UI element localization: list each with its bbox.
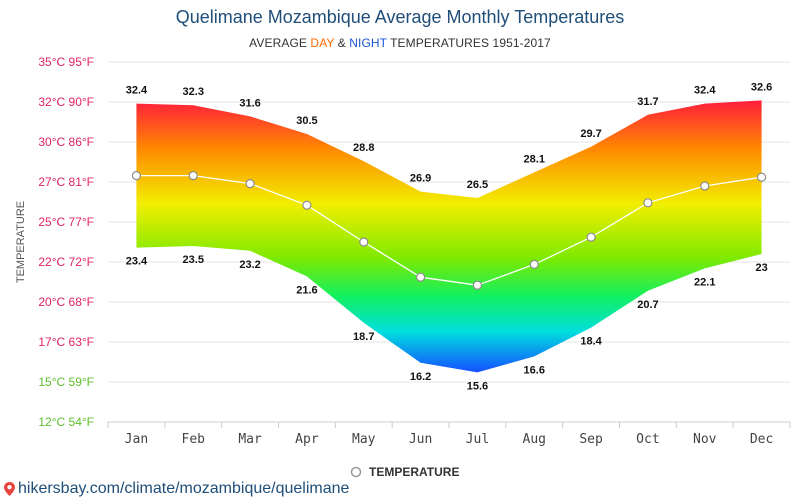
x-tick-label: Sep xyxy=(579,432,603,447)
night-value-label: 16.6 xyxy=(524,364,545,376)
average-temperature-point xyxy=(643,198,653,208)
legend-label: TEMPERATURE xyxy=(369,465,459,479)
day-value-label: 31.7 xyxy=(637,96,658,108)
day-value-label: 26.9 xyxy=(410,173,431,185)
average-temperature-point xyxy=(700,181,710,191)
night-value-label: 23.2 xyxy=(239,259,260,271)
day-night-temperature-area xyxy=(136,100,762,373)
x-tick-label: Jan xyxy=(125,432,148,447)
night-value-label: 18.4 xyxy=(580,336,602,348)
x-tick-label: Feb xyxy=(182,432,206,447)
x-tick-label: Apr xyxy=(295,432,319,447)
x-tick-label: Nov xyxy=(693,432,717,447)
source-link[interactable]: hikersbay.com/climate/mozambique/quelima… xyxy=(4,480,349,498)
y-tick-label: 32°C 90°F xyxy=(38,95,94,109)
subtitle-suffix: TEMPERATURES 1951-2017 xyxy=(386,36,551,50)
day-value-label: 31.6 xyxy=(239,97,260,109)
day-value-label: 32.3 xyxy=(183,86,204,98)
day-value-label: 32.4 xyxy=(694,85,716,97)
subtitle-amp: & xyxy=(334,36,350,50)
chart-title: Quelimane Mozambique Average Monthly Tem… xyxy=(175,7,625,27)
night-value-label: 23.5 xyxy=(183,254,204,266)
night-value-label: 23 xyxy=(755,262,767,274)
y-tick-label: 27°C 81°F xyxy=(38,175,94,189)
day-value-label: 32.6 xyxy=(751,81,772,93)
y-tick-label: 30°C 86°F xyxy=(38,135,94,149)
night-value-label: 22.1 xyxy=(694,276,715,288)
average-temperature-point xyxy=(472,280,483,290)
average-temperature-line xyxy=(136,174,762,286)
average-temperature-point xyxy=(302,200,312,210)
day-value-label: 28.1 xyxy=(524,153,545,165)
night-value-label: 21.6 xyxy=(296,284,317,296)
average-temperature-point xyxy=(415,272,426,282)
x-tick-label: Oct xyxy=(636,432,659,447)
average-temperature-point xyxy=(188,171,198,181)
night-value-label: 20.7 xyxy=(637,299,658,311)
average-temperature-point xyxy=(756,172,767,182)
y-tick-label: 20°C 68°F xyxy=(38,295,94,309)
y-tick-label: 25°C 77°F xyxy=(38,215,94,229)
day-value-label: 28.8 xyxy=(353,142,374,154)
average-temperature-point xyxy=(529,259,539,269)
source-url: hikersbay.com/climate/mozambique/quelima… xyxy=(18,480,350,497)
day-value-label: 30.5 xyxy=(296,115,317,127)
subtitle-night: NIGHT xyxy=(349,36,387,50)
chart-subtitle: AVERAGE DAY & NIGHT TEMPERATURES 1951-20… xyxy=(0,36,800,50)
day-value-label: 26.5 xyxy=(467,179,488,191)
x-tick-label: Aug xyxy=(523,432,546,447)
x-tick-label: Mar xyxy=(238,432,262,447)
night-value-label: 23.4 xyxy=(126,256,148,268)
y-tick-label: 17°C 63°F xyxy=(38,335,94,349)
y-tick-label: 12°C 54°F xyxy=(38,415,94,429)
x-tick-label: Jun xyxy=(409,432,432,447)
y-axis-title: TEMPERATURE xyxy=(15,201,27,283)
map-pin-icon xyxy=(4,482,15,496)
average-temperature-point xyxy=(586,232,596,242)
y-tick-label: 35°C 95°F xyxy=(38,55,94,69)
night-value-label: 15.6 xyxy=(467,380,488,392)
x-tick-label: Dec xyxy=(750,432,773,447)
average-temperature-point xyxy=(359,237,369,247)
subtitle-prefix: AVERAGE xyxy=(249,36,311,50)
y-tick-label: 22°C 72°F xyxy=(38,255,94,269)
x-tick-label: May xyxy=(352,432,376,447)
y-tick-label: 15°C 59°F xyxy=(38,375,94,389)
average-temperature-point xyxy=(131,171,142,181)
night-value-label: 18.7 xyxy=(353,331,374,343)
night-value-label: 16.2 xyxy=(410,371,431,383)
subtitle-day: DAY xyxy=(310,36,335,50)
day-value-label: 32.4 xyxy=(126,85,148,97)
average-temperature-point xyxy=(245,179,255,189)
legend-marker xyxy=(350,466,362,478)
x-tick-label: Jul xyxy=(466,432,489,447)
day-value-label: 29.7 xyxy=(580,128,601,140)
